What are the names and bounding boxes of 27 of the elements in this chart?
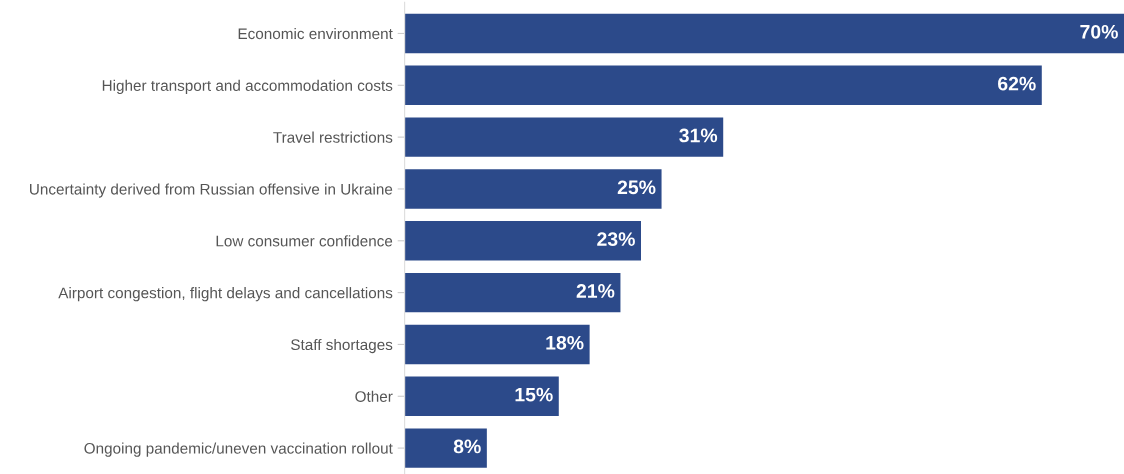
bar <box>404 65 1042 105</box>
y-tick-label: Travel restrictions <box>273 131 393 143</box>
data-label: 18% <box>546 335 584 350</box>
y-tick-label: Economic environment <box>238 27 393 40</box>
bar <box>404 117 724 157</box>
bar <box>404 428 487 468</box>
y-tick-label: Higher transport and accommodation costs <box>102 79 393 94</box>
y-tick-label: Low consumer confidence <box>216 235 393 247</box>
data-label: 15% <box>515 387 553 402</box>
y-tick-label: Uncertainty derived from Russian offensive in Ukraine <box>30 183 393 198</box>
bar <box>404 169 662 209</box>
data-label: 25% <box>617 180 656 195</box>
data-label: 62% <box>998 76 1036 91</box>
bar <box>404 13 1124 54</box>
y-tick-label: Other <box>355 390 393 402</box>
bar <box>404 221 641 261</box>
data-label: 70% <box>1080 24 1118 39</box>
data-label: 8% <box>453 439 481 454</box>
bar <box>404 324 590 365</box>
bar <box>404 376 559 416</box>
data-label: 21% <box>576 284 615 298</box>
y-tick-label: Airport congestion, flight delays and cancellations <box>58 287 393 302</box>
data-label: 23% <box>597 232 635 247</box>
y-tick-label: Ongoing pandemic/uneven vaccination rollout <box>84 442 393 457</box>
y-tick-label: Staff shortages <box>291 338 393 354</box>
bar <box>404 272 621 313</box>
data-label: 31% <box>679 128 718 143</box>
